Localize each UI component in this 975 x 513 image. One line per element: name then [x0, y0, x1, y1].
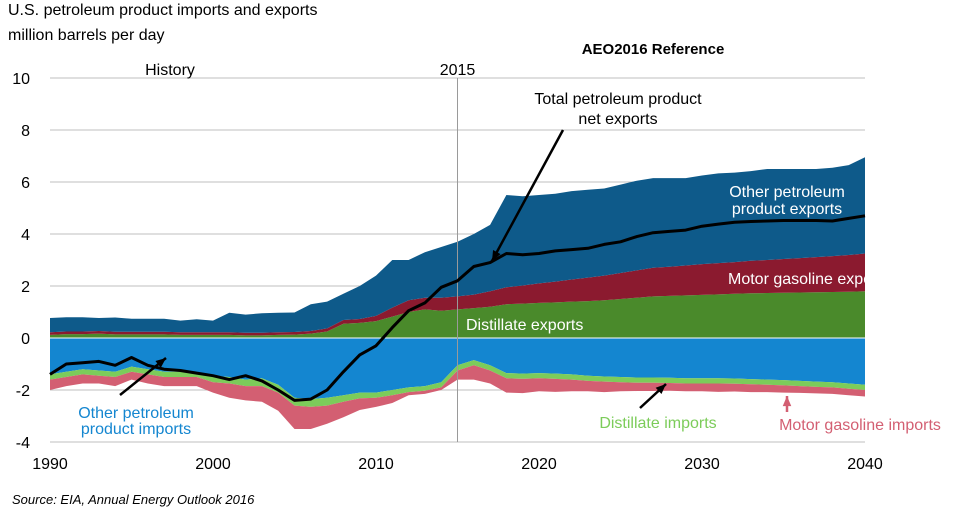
label-other-imports: product imports — [81, 421, 191, 438]
label-distillate-imports: Distillate imports — [599, 415, 716, 432]
label-gasoline-imports: Motor gasoline imports — [779, 417, 941, 434]
x-tick-label: 2040 — [847, 456, 883, 473]
label-other-exports: product exports — [732, 201, 842, 218]
import-area-0 — [50, 338, 865, 400]
gasoline-imports-arrow-head — [782, 396, 792, 407]
distillate-imports-arrow-head — [655, 384, 666, 395]
chart-title: U.S. petroleum product imports and expor… — [8, 2, 318, 19]
net-exports-arrow-head — [492, 250, 501, 261]
export-area-1 — [50, 253, 865, 336]
y-tick-label: 0 — [21, 331, 30, 348]
x-tick-label: 2030 — [684, 456, 720, 473]
y-tick-label: 10 — [12, 71, 30, 88]
label-net-exports: Total petroleum product — [534, 91, 702, 108]
y-tick-label: -2 — [16, 383, 30, 400]
y-tick-label: 6 — [21, 175, 30, 192]
y-tick-label: 8 — [21, 123, 30, 140]
label-other-imports: Other petroleum — [78, 405, 194, 422]
y-tick-label: 4 — [21, 227, 30, 244]
y-tick-label: 2 — [21, 279, 30, 296]
net-exports-line — [49, 214, 866, 402]
net-exports-arrow — [490, 129, 565, 262]
label-distillate-exports: Distillate exports — [466, 317, 583, 334]
x-tick-label: 2010 — [358, 456, 394, 473]
x-tick-label: 1990 — [32, 456, 68, 473]
label-gasoline-exports: Motor gasoline exports — [728, 271, 890, 288]
source-note: Source: EIA, Annual Energy Outlook 2016 — [12, 492, 255, 507]
y-tick-label: -4 — [16, 435, 30, 452]
x-tick-label: 2020 — [521, 456, 557, 473]
label-other-exports: Other petroleum — [729, 184, 845, 201]
label-net-exports: net exports — [578, 111, 657, 128]
x-tick-label: 2000 — [195, 456, 231, 473]
projection-label: AEO2016 Reference — [582, 41, 725, 58]
other-imports-arrow-head — [155, 358, 166, 368]
history-label: History — [145, 62, 195, 79]
divider-label: 2015 — [440, 62, 476, 79]
chart-units-subtitle: million barrels per day — [8, 27, 165, 44]
